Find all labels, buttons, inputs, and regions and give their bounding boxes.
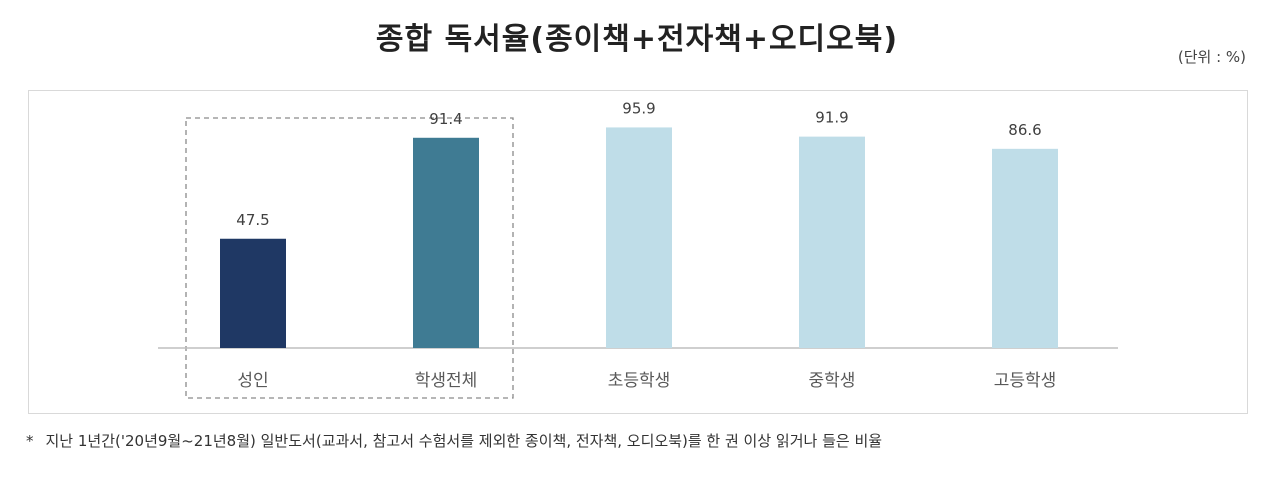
bar-1 — [220, 238, 286, 348]
chart-title: 종합 독서율(종이책+전자책+오디오북) — [375, 22, 899, 57]
value-label-1: 47.5 — [236, 211, 269, 229]
footnote-text: 지난 1년간('20년9월~21년8월) 일반도서(교과서, 참고서 수험서를 … — [45, 432, 883, 450]
footnote-bullet: * — [26, 432, 34, 450]
highlight-group-box — [185, 117, 514, 399]
value-label-2: 91.4 — [429, 110, 462, 128]
bar-2 — [413, 137, 479, 348]
bar-4 — [799, 136, 865, 348]
value-label-3: 95.9 — [622, 99, 655, 117]
category-label-4: 중학생 — [809, 371, 856, 391]
unit-label: (단위 : %) — [1177, 48, 1246, 66]
bar-3 — [606, 127, 672, 349]
value-label-4: 91.9 — [815, 109, 848, 127]
category-label-1: 성인 — [237, 371, 268, 391]
category-label-5: 고등학생 — [994, 371, 1057, 391]
category-label-3: 초등학생 — [608, 371, 671, 391]
footnote: * 지난 1년간('20년9월~21년8월) 일반도서(교과서, 참고서 수험서를… — [26, 430, 1256, 451]
value-label-5: 86.6 — [1008, 121, 1041, 139]
bar-5 — [992, 148, 1058, 348]
category-label-2: 학생전체 — [415, 371, 478, 391]
